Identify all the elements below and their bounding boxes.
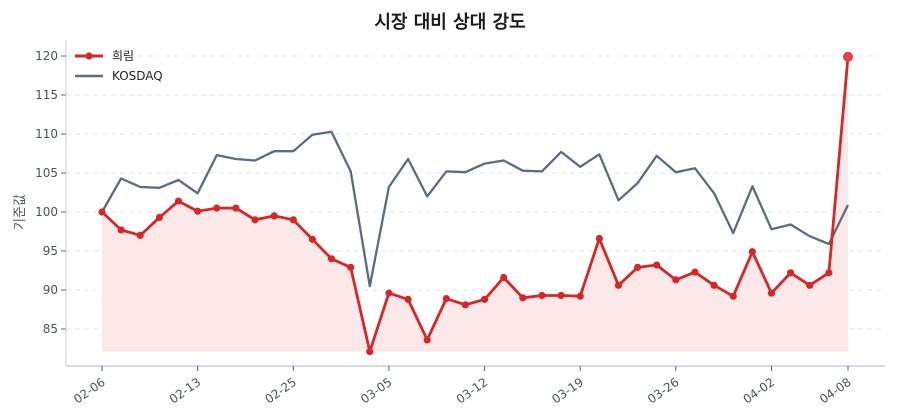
y-tick-label: 100 (35, 205, 58, 219)
legend: 희림 KOSDAQ (75, 49, 163, 83)
x-tick-label: 04-02 (741, 375, 778, 406)
data-point (213, 204, 221, 212)
data-point (347, 263, 355, 271)
data-point (653, 261, 661, 269)
data-point (576, 292, 584, 300)
data-point (614, 281, 623, 289)
legend-label: 희림 (112, 49, 134, 63)
data-point (825, 269, 833, 277)
data-point (748, 248, 756, 256)
data-point (806, 281, 814, 289)
data-point (404, 295, 412, 303)
data-point (480, 295, 489, 303)
kosdaq-line (101, 130, 850, 288)
data-point (691, 268, 699, 276)
data-point (136, 231, 144, 239)
data-point (194, 207, 202, 215)
chart-title: 시장 대비 상대 강도 (374, 12, 525, 33)
stock-line (101, 56, 850, 354)
y-tick-label: 105 (35, 166, 58, 180)
data-point (270, 212, 278, 220)
legend-marker (85, 52, 93, 60)
data-point (385, 289, 393, 297)
data-point (289, 216, 297, 224)
data-point (308, 235, 317, 243)
x-tick-label: 02-25 (262, 375, 299, 406)
data-point (633, 263, 642, 271)
area-fill (102, 56, 848, 352)
data-point (117, 226, 125, 234)
x-tick-label: 03-12 (454, 375, 491, 406)
y-tick-label: 90 (43, 283, 58, 297)
x-tick-label: 04-08 (817, 375, 854, 406)
y-tick-label: 95 (43, 244, 58, 258)
data-point (232, 204, 240, 212)
x-tick-label: 02-13 (167, 375, 204, 406)
x-tick-label: 03-26 (645, 375, 682, 406)
data-point (595, 234, 603, 243)
y-tick-label: 85 (43, 322, 58, 336)
x-tick-label: 03-05 (358, 375, 395, 406)
data-point (538, 291, 546, 300)
data-point (174, 197, 183, 205)
data-point (442, 294, 450, 303)
data-point (519, 294, 527, 302)
data-point (461, 301, 470, 309)
data-point (500, 273, 508, 282)
data-point (767, 289, 776, 297)
x-tick-label: 03-19 (549, 375, 586, 406)
y-tick-label: 115 (35, 88, 58, 102)
legend-label: KOSDAQ (112, 69, 163, 83)
y-tick-label: 120 (35, 49, 58, 63)
y-axis-label: 기준값 (13, 194, 28, 230)
y-tick-label: 110 (35, 127, 58, 141)
x-tick-label: 02-06 (71, 375, 108, 406)
data-point (729, 292, 737, 300)
data-point (366, 348, 374, 356)
data-point (557, 291, 565, 300)
data-point (327, 255, 336, 263)
data-point (251, 216, 259, 224)
data-point (672, 276, 680, 284)
data-point (787, 269, 795, 277)
data-point (155, 213, 163, 222)
data-point (423, 336, 431, 344)
data-series (98, 51, 853, 356)
data-point (710, 281, 718, 289)
data-point (98, 208, 106, 216)
data-point (843, 51, 853, 62)
